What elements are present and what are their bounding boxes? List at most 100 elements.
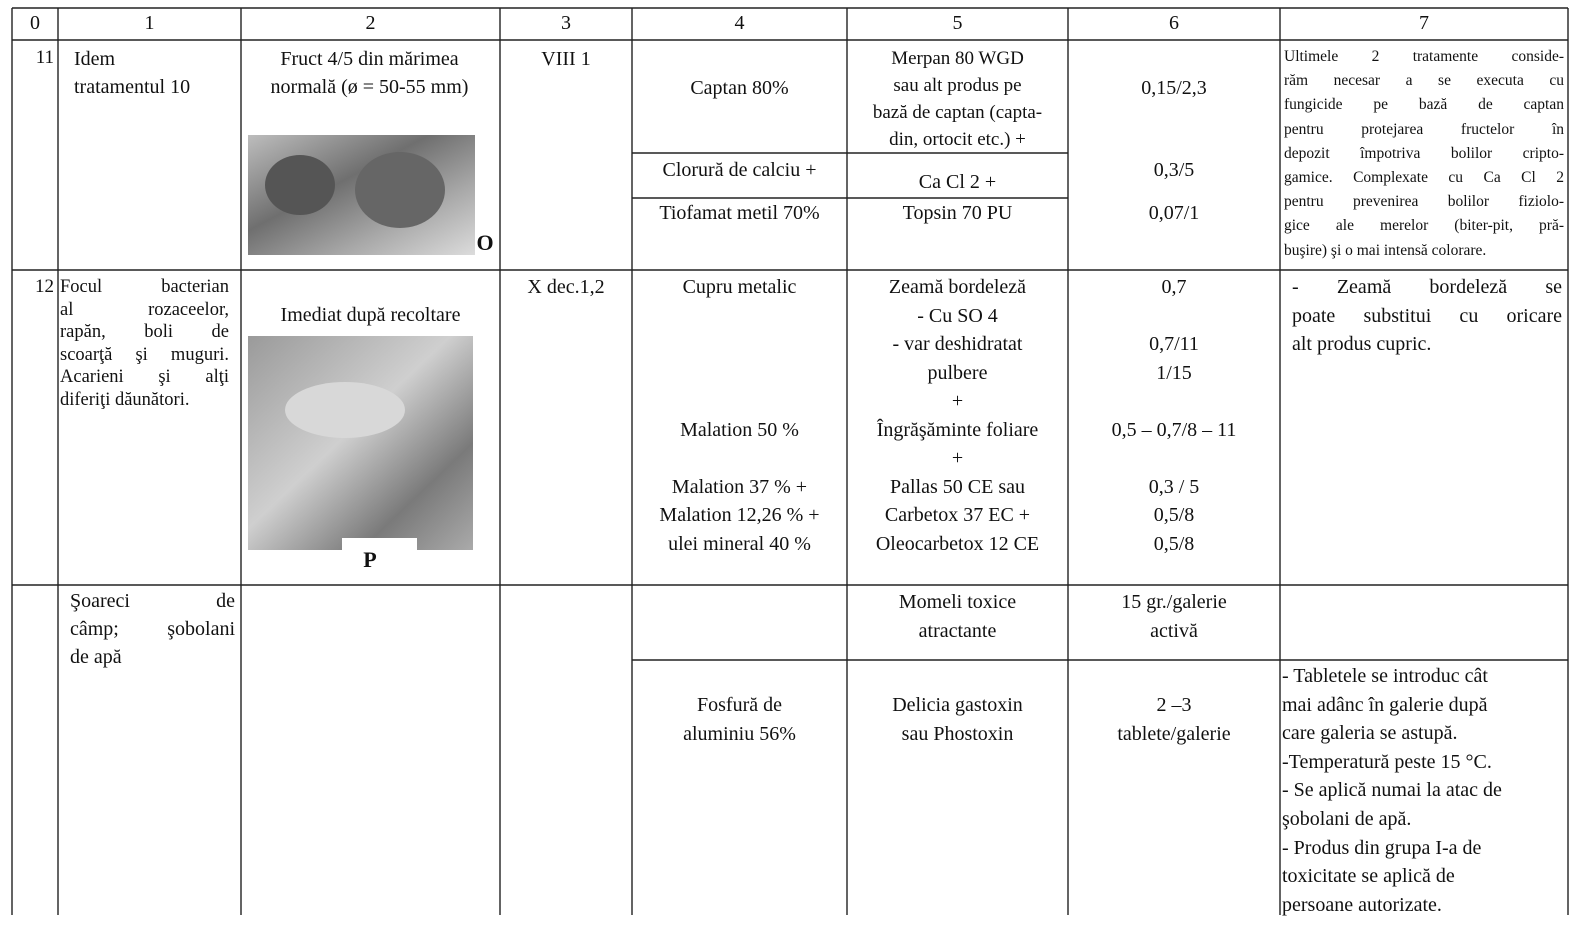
note-text: persoane autorizate.: [1282, 893, 1442, 916]
product: Delicia gastoxin: [892, 694, 1023, 716]
note-text: poate substitui cu oricare: [1292, 304, 1562, 327]
image-label: P: [363, 547, 377, 572]
dose: 0,5/8: [1153, 504, 1195, 526]
note-text: pentru prevenirea bolilor fiziolo-: [1284, 193, 1564, 211]
pest-text: Şoareci de: [70, 590, 235, 612]
note-text: - Tabletele se introduc cât: [1282, 665, 1488, 687]
substance: Tiofamat metil 70%: [659, 202, 820, 224]
product: +: [951, 447, 964, 469]
dose: 15 gr./galerie: [1121, 591, 1227, 613]
column-header: 5: [952, 12, 963, 34]
product: Oleocarbetox 12 CE: [875, 532, 1040, 555]
note-text: mai adânc în galerie după: [1282, 693, 1488, 716]
product: - var deshidratat: [892, 333, 1023, 355]
substance: Malation 50 %: [680, 418, 799, 441]
dose: 0,3 / 5: [1148, 475, 1200, 498]
stage-text: Fruct 4/5 din mărimea: [280, 48, 459, 70]
note-text: răm necesar a se executa cu: [1284, 72, 1564, 90]
substance: Fosfură de: [697, 694, 782, 716]
column-header: 1: [144, 12, 155, 34]
note-text: - Se aplică numai la atac de: [1282, 779, 1502, 802]
substance: Malation 12,26 % +: [659, 504, 820, 526]
product: Pallas 50 CE sau: [890, 475, 1025, 498]
substance: Captan 80%: [690, 77, 789, 99]
grid-lines: [11, 7, 1569, 915]
pest-text: al rozaceelor,: [60, 299, 229, 320]
product: - Cu SO 4: [917, 304, 998, 327]
dose: 0,7: [1161, 276, 1187, 298]
pest-text: tratamentul 10: [74, 76, 191, 98]
pest-text: de apă: [70, 646, 122, 668]
note-text: Ultimele 2 tratamente conside-: [1284, 48, 1564, 65]
dose: activă: [1150, 619, 1198, 642]
pest-text: scoarţă şi muguri.: [60, 344, 229, 365]
dose: 2 –3: [1156, 694, 1192, 716]
column-header: 0: [30, 12, 40, 34]
pest-text: diferiţi dăunători.: [60, 389, 190, 410]
photo-detail: [265, 155, 335, 215]
product: din, ortocit etc.) +: [889, 129, 1026, 150]
period: X dec.1,2: [527, 276, 605, 298]
pest-text: Acarieni şi alţi: [60, 367, 229, 387]
note-text: buşire) şi o mai intensă colorare.: [1284, 241, 1487, 259]
product: Topsin 70 PU: [902, 202, 1013, 224]
pest-text: rapăn, boli de: [60, 322, 229, 342]
note-text: depozit împotriva bolilor cripto-: [1284, 144, 1564, 162]
note-text: fungicide pe bază de captan: [1284, 96, 1564, 114]
period: VIII 1: [541, 48, 591, 70]
dose: 0,5 – 0,7/8 – 11: [1111, 418, 1237, 441]
stage-text: normală (ø = 50-55 mm): [270, 76, 469, 98]
pest-text: Idem: [74, 48, 116, 70]
note-text: -Temperatură peste 15 °C.: [1282, 750, 1492, 773]
dose: 0,7/11: [1149, 333, 1199, 355]
dose: 1/15: [1156, 361, 1192, 384]
product: pulbere: [927, 361, 988, 384]
note-text: - Produs din grupa I-a de: [1282, 836, 1482, 859]
note-text: - Zeamă bordeleză se: [1292, 276, 1562, 298]
photo: [248, 336, 473, 550]
column-header: 3: [561, 12, 571, 34]
note-text: care galeria se astupă.: [1282, 722, 1458, 745]
product: bază de captan (capta-: [872, 102, 1043, 123]
note-text: şobolani de apă.: [1282, 808, 1412, 830]
product: atractante: [918, 619, 997, 642]
column-header: 6: [1169, 12, 1179, 34]
column-header: 2: [365, 12, 376, 34]
stage-text: Imediat după recoltare: [280, 304, 461, 326]
product: Carbetox 37 EC +: [884, 504, 1031, 526]
substance: Cupru metalic: [682, 276, 797, 298]
row-number: 11: [35, 47, 54, 68]
note-text: alt produs cupric.: [1292, 333, 1432, 355]
photo-detail: [285, 382, 405, 438]
product: sau alt produs pe: [893, 75, 1022, 96]
product: sau Phostoxin: [901, 722, 1014, 745]
pest-text: câmp; şobolani: [70, 618, 235, 640]
product: +: [951, 390, 964, 412]
dose: 0,3/5: [1153, 159, 1195, 181]
product: Ca Cl 2 +: [918, 171, 997, 193]
product: Zeamă bordeleză: [888, 276, 1027, 298]
note-text: gice ale merelor (biter-pit, pră-: [1284, 217, 1564, 235]
column-header: 4: [734, 12, 745, 34]
note-text: gamice. Complexate cu Ca Cl 2: [1284, 169, 1564, 186]
substance: Clorură de calciu +: [662, 159, 817, 181]
dose: tablete/galerie: [1117, 722, 1231, 745]
product: Momeli toxice: [898, 591, 1017, 613]
note-text: toxicitate se aplică de: [1282, 865, 1455, 888]
column-header: 7: [1419, 12, 1429, 34]
substance: aluminiu 56%: [683, 722, 796, 745]
dose: 0,07/1: [1148, 202, 1200, 224]
dose: 0,5/8: [1153, 532, 1195, 555]
photo-detail: [355, 152, 445, 228]
pest-text: Focul bacterian: [60, 277, 229, 297]
product: Îngrăşăminte foliare: [876, 418, 1039, 441]
note-text: pentru protejarea fructelor în: [1284, 120, 1564, 138]
row-number: 12: [35, 276, 54, 297]
image-label: O: [476, 230, 494, 255]
dose: 0,15/2,3: [1141, 77, 1207, 99]
product: Merpan 80 WGD: [891, 48, 1024, 69]
label-box: [342, 538, 417, 578]
substance: Malation 37 % +: [671, 475, 808, 498]
